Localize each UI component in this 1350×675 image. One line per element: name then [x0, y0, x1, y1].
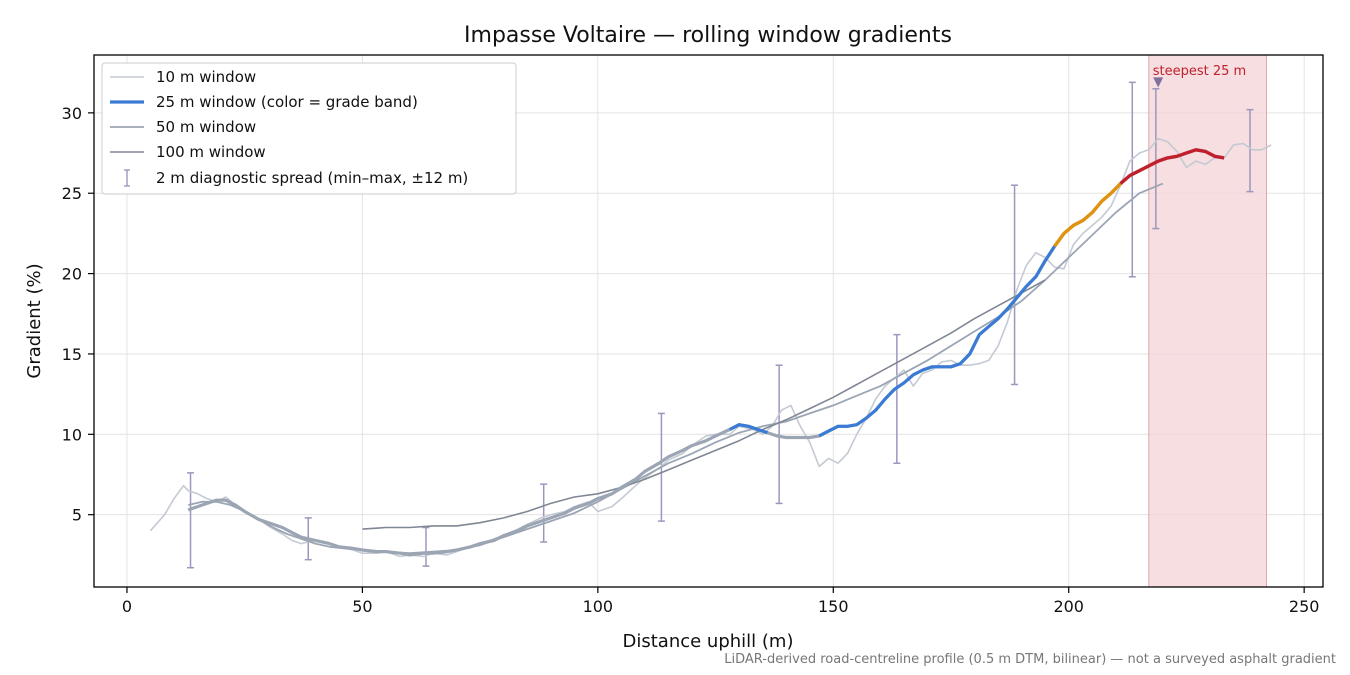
series-line-25m-band-blue: [728, 423, 768, 435]
error-bar: [187, 472, 195, 569]
y-axis-ticks: 5 10 15 20 25 30: [62, 104, 94, 525]
y-tick-label: 5: [72, 506, 82, 525]
error-bar: [893, 333, 901, 464]
series-line-50m: [188, 182, 1164, 555]
legend-label-errorbar: 2 m diagnostic spread (min–max, ±12 m): [156, 169, 468, 187]
y-tick-label: 10: [62, 425, 82, 444]
chart-title: Impasse Voltaire — rolling window gradie…: [464, 23, 952, 48]
y-tick-label: 20: [62, 265, 82, 284]
legend: 10 m window 25 m window (color = grade b…: [101, 62, 517, 195]
x-axis-label: Distance uphill (m): [623, 631, 794, 652]
series-line-100m: [362, 279, 1046, 530]
steepest-label: steepest 25 m: [1153, 64, 1246, 79]
legend-swatch-errorbar: [124, 169, 130, 187]
error-bar: [1128, 81, 1136, 278]
highlight-annotations: steepest 25 m: [1153, 64, 1246, 88]
plot-frame: [93, 54, 1324, 588]
error-bar: [775, 364, 783, 505]
legend-box: [101, 62, 517, 195]
x-axis-ticks: 0 50 100 150 200 250: [122, 587, 1320, 616]
error-bar: [1011, 184, 1019, 386]
y-tick-label: 30: [62, 104, 82, 123]
legend-label-100m: 100 m window: [156, 143, 266, 161]
x-tick-label: 100: [583, 597, 614, 616]
x-tick-label: 0: [122, 597, 132, 616]
y-tick-label: 25: [62, 184, 82, 203]
error-bar: [540, 483, 548, 543]
error-bar: [1152, 88, 1160, 230]
steepest-marker: [1153, 77, 1164, 88]
error-bar: [1246, 108, 1254, 193]
error-bar: [422, 526, 430, 567]
x-tick-label: 50: [352, 597, 372, 616]
footnote: LiDAR-derived road-centreline profile (0…: [724, 652, 1336, 667]
series-line-25m-band-blue: [818, 245, 1056, 438]
y-axis-label: Gradient (%): [24, 263, 45, 378]
legend-label-50m: 50 m window: [156, 118, 256, 136]
legend-label-10m: 10 m window: [156, 68, 256, 86]
legend-label-25m: 25 m window (color = grade band): [156, 93, 418, 111]
y-tick-label: 15: [62, 345, 82, 364]
x-tick-label: 250: [1289, 597, 1320, 616]
series-line-25m-band-red: [1119, 148, 1225, 185]
x-tick-label: 150: [818, 597, 849, 616]
x-tick-label: 200: [1053, 597, 1084, 616]
highlight-band: [1148, 54, 1267, 588]
series-line-25m-band-orange: [1053, 182, 1122, 248]
series-lines: [149, 137, 1272, 558]
